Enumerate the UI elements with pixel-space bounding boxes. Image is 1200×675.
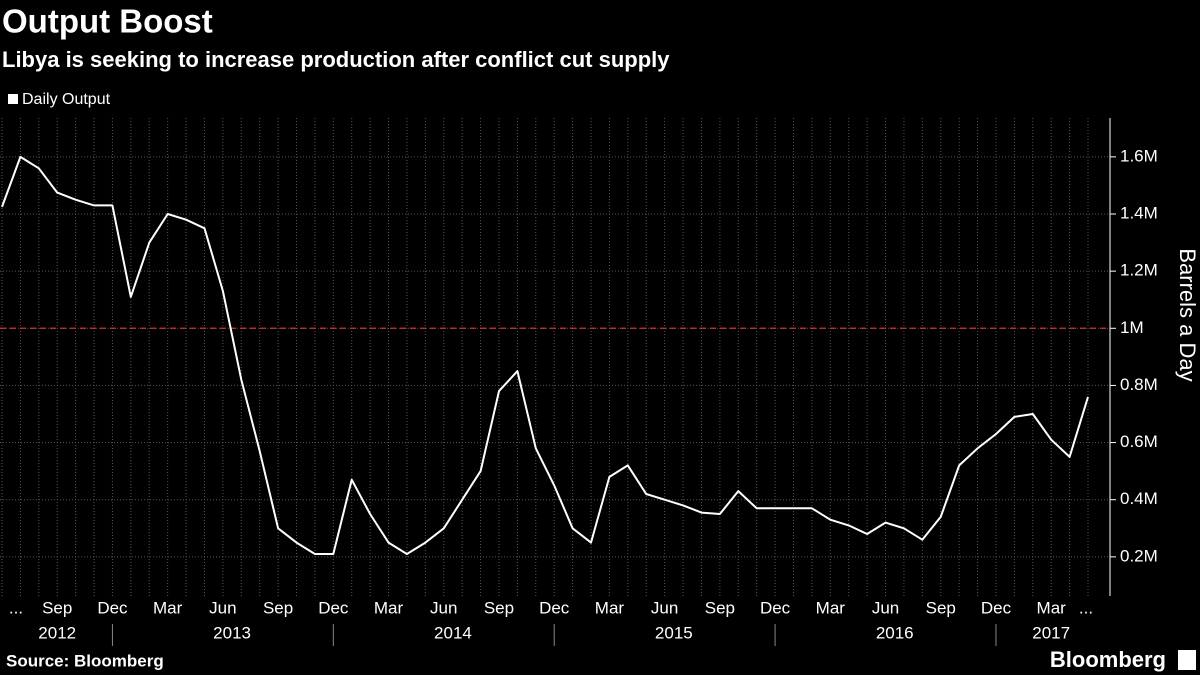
x-tick-label: Sep bbox=[705, 598, 735, 617]
x-tick-label: Sep bbox=[42, 598, 72, 617]
source: Source: Bloomberg bbox=[6, 651, 164, 670]
x-tick-label: Dec bbox=[97, 598, 128, 617]
y-tick-label: 0.6M bbox=[1120, 432, 1158, 451]
y-tick-label: 1.2M bbox=[1120, 261, 1158, 280]
x-tick-label: Dec bbox=[539, 598, 570, 617]
x-tick-label: Jun bbox=[209, 598, 236, 617]
x-tick-label: Dec bbox=[981, 598, 1012, 617]
x-tick-label: Dec bbox=[760, 598, 791, 617]
year-label: 2013 bbox=[213, 623, 251, 642]
y-tick-label: 1M bbox=[1120, 318, 1144, 337]
year-label: 2014 bbox=[434, 623, 472, 642]
x-tick-label: Dec bbox=[318, 598, 349, 617]
x-tick-label: Sep bbox=[263, 598, 293, 617]
x-tick-label: ... bbox=[1079, 598, 1093, 617]
x-tick-label: Mar bbox=[595, 598, 625, 617]
x-tick-label: Jun bbox=[430, 598, 457, 617]
y-tick-label: 1.6M bbox=[1120, 146, 1158, 165]
year-label: 2016 bbox=[876, 623, 914, 642]
year-label: 2017 bbox=[1032, 623, 1070, 642]
y-tick-label: 0.4M bbox=[1120, 489, 1158, 508]
legend-label: Daily Output bbox=[22, 91, 111, 108]
x-tick-label: ... bbox=[9, 598, 23, 617]
x-tick-label: Mar bbox=[816, 598, 846, 617]
chart-subtitle: Libya is seeking to increase production … bbox=[2, 47, 670, 72]
year-label: 2012 bbox=[38, 623, 76, 642]
y-tick-label: 0.8M bbox=[1120, 375, 1158, 394]
year-label: 2015 bbox=[655, 623, 693, 642]
x-tick-label: Jun bbox=[872, 598, 899, 617]
y-tick-label: 0.2M bbox=[1120, 546, 1158, 565]
x-tick-label: Mar bbox=[1037, 598, 1067, 617]
y-axis-label: Barrels a Day bbox=[1175, 248, 1200, 381]
y-tick-label: 1.4M bbox=[1120, 203, 1158, 222]
legend-swatch bbox=[8, 94, 18, 104]
x-tick-label: Mar bbox=[153, 598, 183, 617]
brand: Bloomberg bbox=[1050, 647, 1166, 672]
x-tick-label: Sep bbox=[926, 598, 956, 617]
chart-title: Output Boost bbox=[2, 3, 213, 40]
x-tick-label: Mar bbox=[374, 598, 404, 617]
data-line bbox=[1, 155, 1089, 555]
x-tick-label: Sep bbox=[484, 598, 514, 617]
x-tick-label: Jun bbox=[651, 598, 678, 617]
brand-icon bbox=[1178, 650, 1196, 670]
